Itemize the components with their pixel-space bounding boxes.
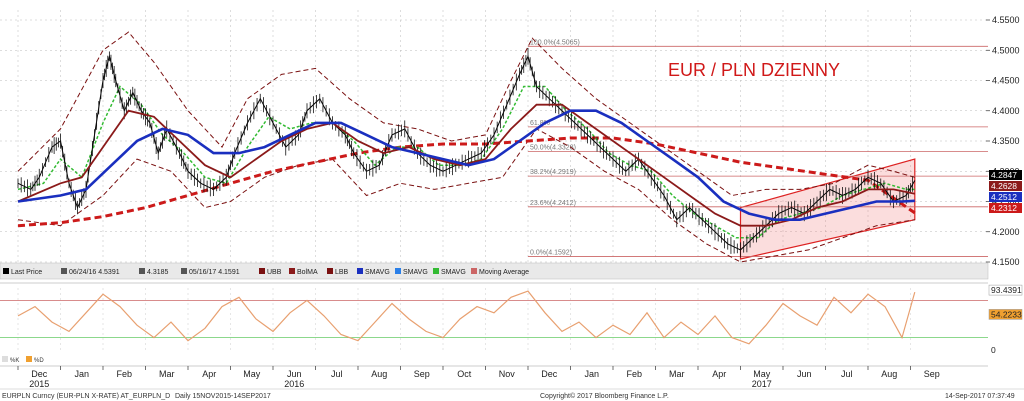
osc-legend-swatch (26, 356, 32, 362)
x-tick-label: Aug (371, 369, 387, 379)
x-tick-label: Apr (712, 369, 726, 379)
fibonacci-levels: 100.0%(4.5065) 61.8% 50.0%(4.3328) 38.2%(4.… (528, 39, 988, 257)
x-tick-label: Dec (541, 369, 558, 379)
osc-legend-label: %K (10, 358, 19, 364)
x-tick-label: Nov (499, 369, 516, 379)
x-tick-label: Sep (414, 369, 430, 379)
last-value-text: 4.2628 (991, 181, 1017, 191)
x-tick-label: May (243, 369, 261, 379)
instrument-label: EURPLN Curncy (EUR-PLN X-RATE) AT_EURPLN… (2, 393, 170, 400)
y-axis-ticks: 4.15004.20004.25004.30004.35004.40004.45… (986, 15, 1020, 267)
osc-legend-swatch (2, 356, 8, 362)
osc-value-box (988, 284, 1023, 296)
legend-item: SMAVG (441, 269, 466, 276)
x-year-label: 2015 (29, 379, 49, 389)
oscillator-labels: 93.4391 54.2233 0 (988, 284, 1023, 355)
y-tick-label: 4.4500 (992, 76, 1020, 86)
fib-label: 0.0%(4.1592) (530, 249, 572, 256)
legend-swatch (327, 268, 333, 274)
oscillator-legend: %K %D (2, 356, 44, 364)
last-value-text: 4.2847 (991, 170, 1017, 180)
lower-bollinger-band (17, 128, 915, 263)
mid-moving-average (17, 103, 915, 227)
legend-swatch (3, 268, 9, 274)
legend-swatch (471, 268, 477, 274)
x-year-label: 2016 (284, 379, 304, 389)
x-tick-label: Jan (74, 369, 89, 379)
legend-item: LBB (335, 269, 349, 276)
osc-value-text: 0 (991, 345, 996, 355)
x-tick-label: Jan (584, 369, 599, 379)
legend-swatch (259, 268, 265, 274)
legend-swatch (61, 268, 67, 274)
x-tick-label: Sep (924, 369, 940, 379)
legend-item: UBB (267, 269, 282, 276)
copyright-label: Copyright© 2017 Bloomberg Finance L.P. (540, 392, 669, 400)
last-value-text: 4.2312 (991, 203, 1017, 213)
x-tick-label: Jul (331, 369, 343, 379)
last-value-box (989, 192, 1022, 202)
blue-moving-average (17, 109, 915, 221)
legend-item: Moving Average (479, 269, 529, 276)
osc-legend-label: %D (34, 358, 44, 364)
legend-swatch (181, 268, 187, 274)
y-tick-label: 4.5000 (992, 45, 1020, 55)
chart-legend: Last Price 06/24/16 4.5391 4.3185 05/16/17 … (3, 268, 529, 276)
timestamp-label: 14-Sep-2017 07:37:49 (945, 393, 1015, 400)
legend-swatch (289, 268, 295, 274)
osc-value-text: 93.4391 (991, 285, 1022, 295)
legend-item: SMAVG (365, 269, 390, 276)
y-tick-label: 4.4000 (992, 106, 1020, 116)
x-axis-ticks: Dec Jan Feb Mar Apr May Jun Jul Aug Sep Oct Nov Dec J… (17, 366, 940, 389)
x-tick-label: Jun (287, 369, 302, 379)
legend-item: 05/16/17 4.1591 (189, 269, 240, 276)
x-tick-label: Jul (841, 369, 853, 379)
legend-item: Last Price (11, 269, 42, 276)
legend-item: 4.3185 (147, 269, 169, 276)
fib-label: 50.0%(4.3328) (530, 144, 576, 151)
fib-label: 100.0%(4.5065) (530, 39, 580, 46)
x-tick-label: Feb (116, 369, 132, 379)
x-tick-label: Aug (881, 369, 897, 379)
legend-item: 06/24/16 4.5391 (69, 269, 120, 276)
x-year-label: 2017 (752, 379, 772, 389)
last-value-box (989, 203, 1022, 213)
x-tick-label: Oct (457, 369, 472, 379)
fib-label: 61.8% (530, 120, 550, 127)
osc-value-text: 54.2233 (991, 309, 1022, 319)
x-tick-label: Jun (797, 369, 812, 379)
last-value-text: 4.2512 (991, 192, 1017, 202)
legend-swatch (357, 268, 363, 274)
legend-item: SMAVG (403, 269, 428, 276)
fib-label: 23.6%(4.2412) (530, 200, 576, 207)
x-tick-label: Apr (202, 369, 216, 379)
osc-value-box (988, 309, 1023, 320)
y-tick-label: 4.2000 (992, 227, 1020, 237)
y-tick-label: 4.5500 (992, 15, 1020, 25)
legend-swatch (433, 268, 439, 274)
y-tick-label: 4.3500 (992, 136, 1020, 146)
legend-swatch (395, 268, 401, 274)
last-value-box (989, 170, 1022, 180)
legend-item: BolMA (297, 269, 318, 276)
upper-bollinger-band (17, 31, 915, 197)
y-tick-label: 4.1500 (992, 257, 1020, 267)
fib-label: 38.2%(4.2919) (530, 169, 576, 176)
chart-title: EUR / PLN DZIENNY (668, 60, 840, 80)
long-moving-average (17, 136, 916, 228)
period-label: Daily 15NOV2015-14SEP2017 (175, 393, 271, 400)
x-tick-label: May (753, 369, 771, 379)
oscillator-grid (0, 288, 988, 350)
oscillator-line (17, 290, 916, 345)
last-value-box (989, 181, 1022, 191)
x-tick-label: Mar (159, 369, 175, 379)
price-bars (17, 47, 914, 258)
x-tick-label: Mar (669, 369, 685, 379)
x-tick-label: Feb (626, 369, 642, 379)
x-tick-label: Dec (31, 369, 48, 379)
legend-swatch (139, 268, 145, 274)
